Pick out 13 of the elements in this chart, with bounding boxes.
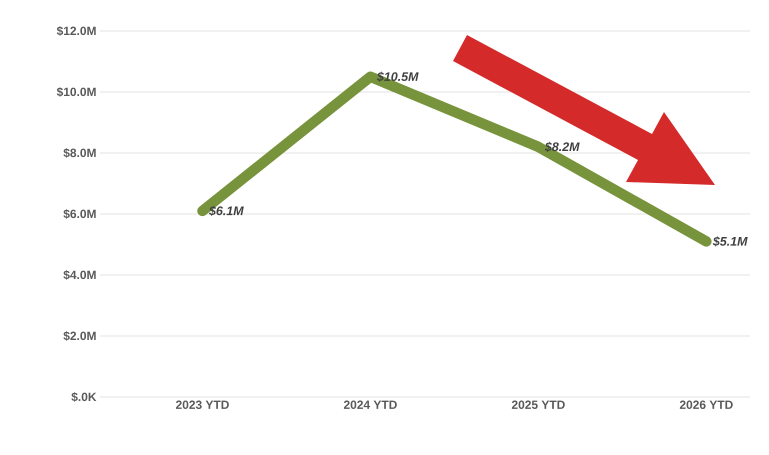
data-label: $5.1M	[712, 236, 748, 247]
y-tick-label: $.0K	[71, 392, 96, 402]
x-tick-label: 2024 YTD	[344, 400, 397, 409]
y-tick-label: $10.0M	[56, 87, 96, 97]
x-tick-label: 2025 YTD	[512, 400, 565, 409]
y-tick-label: $2.0M	[63, 331, 96, 341]
y-tick-label: $6.0M	[63, 209, 96, 219]
y-tick-label: $8.0M	[63, 148, 96, 158]
x-tick-label: 2026 YTD	[680, 400, 733, 409]
data-label: $6.1M	[208, 206, 244, 216]
y-tick-label: $12.0M	[56, 26, 96, 36]
x-tick-label: 2023 YTD	[176, 400, 229, 409]
y-tick-label: $4.0M	[63, 270, 96, 280]
